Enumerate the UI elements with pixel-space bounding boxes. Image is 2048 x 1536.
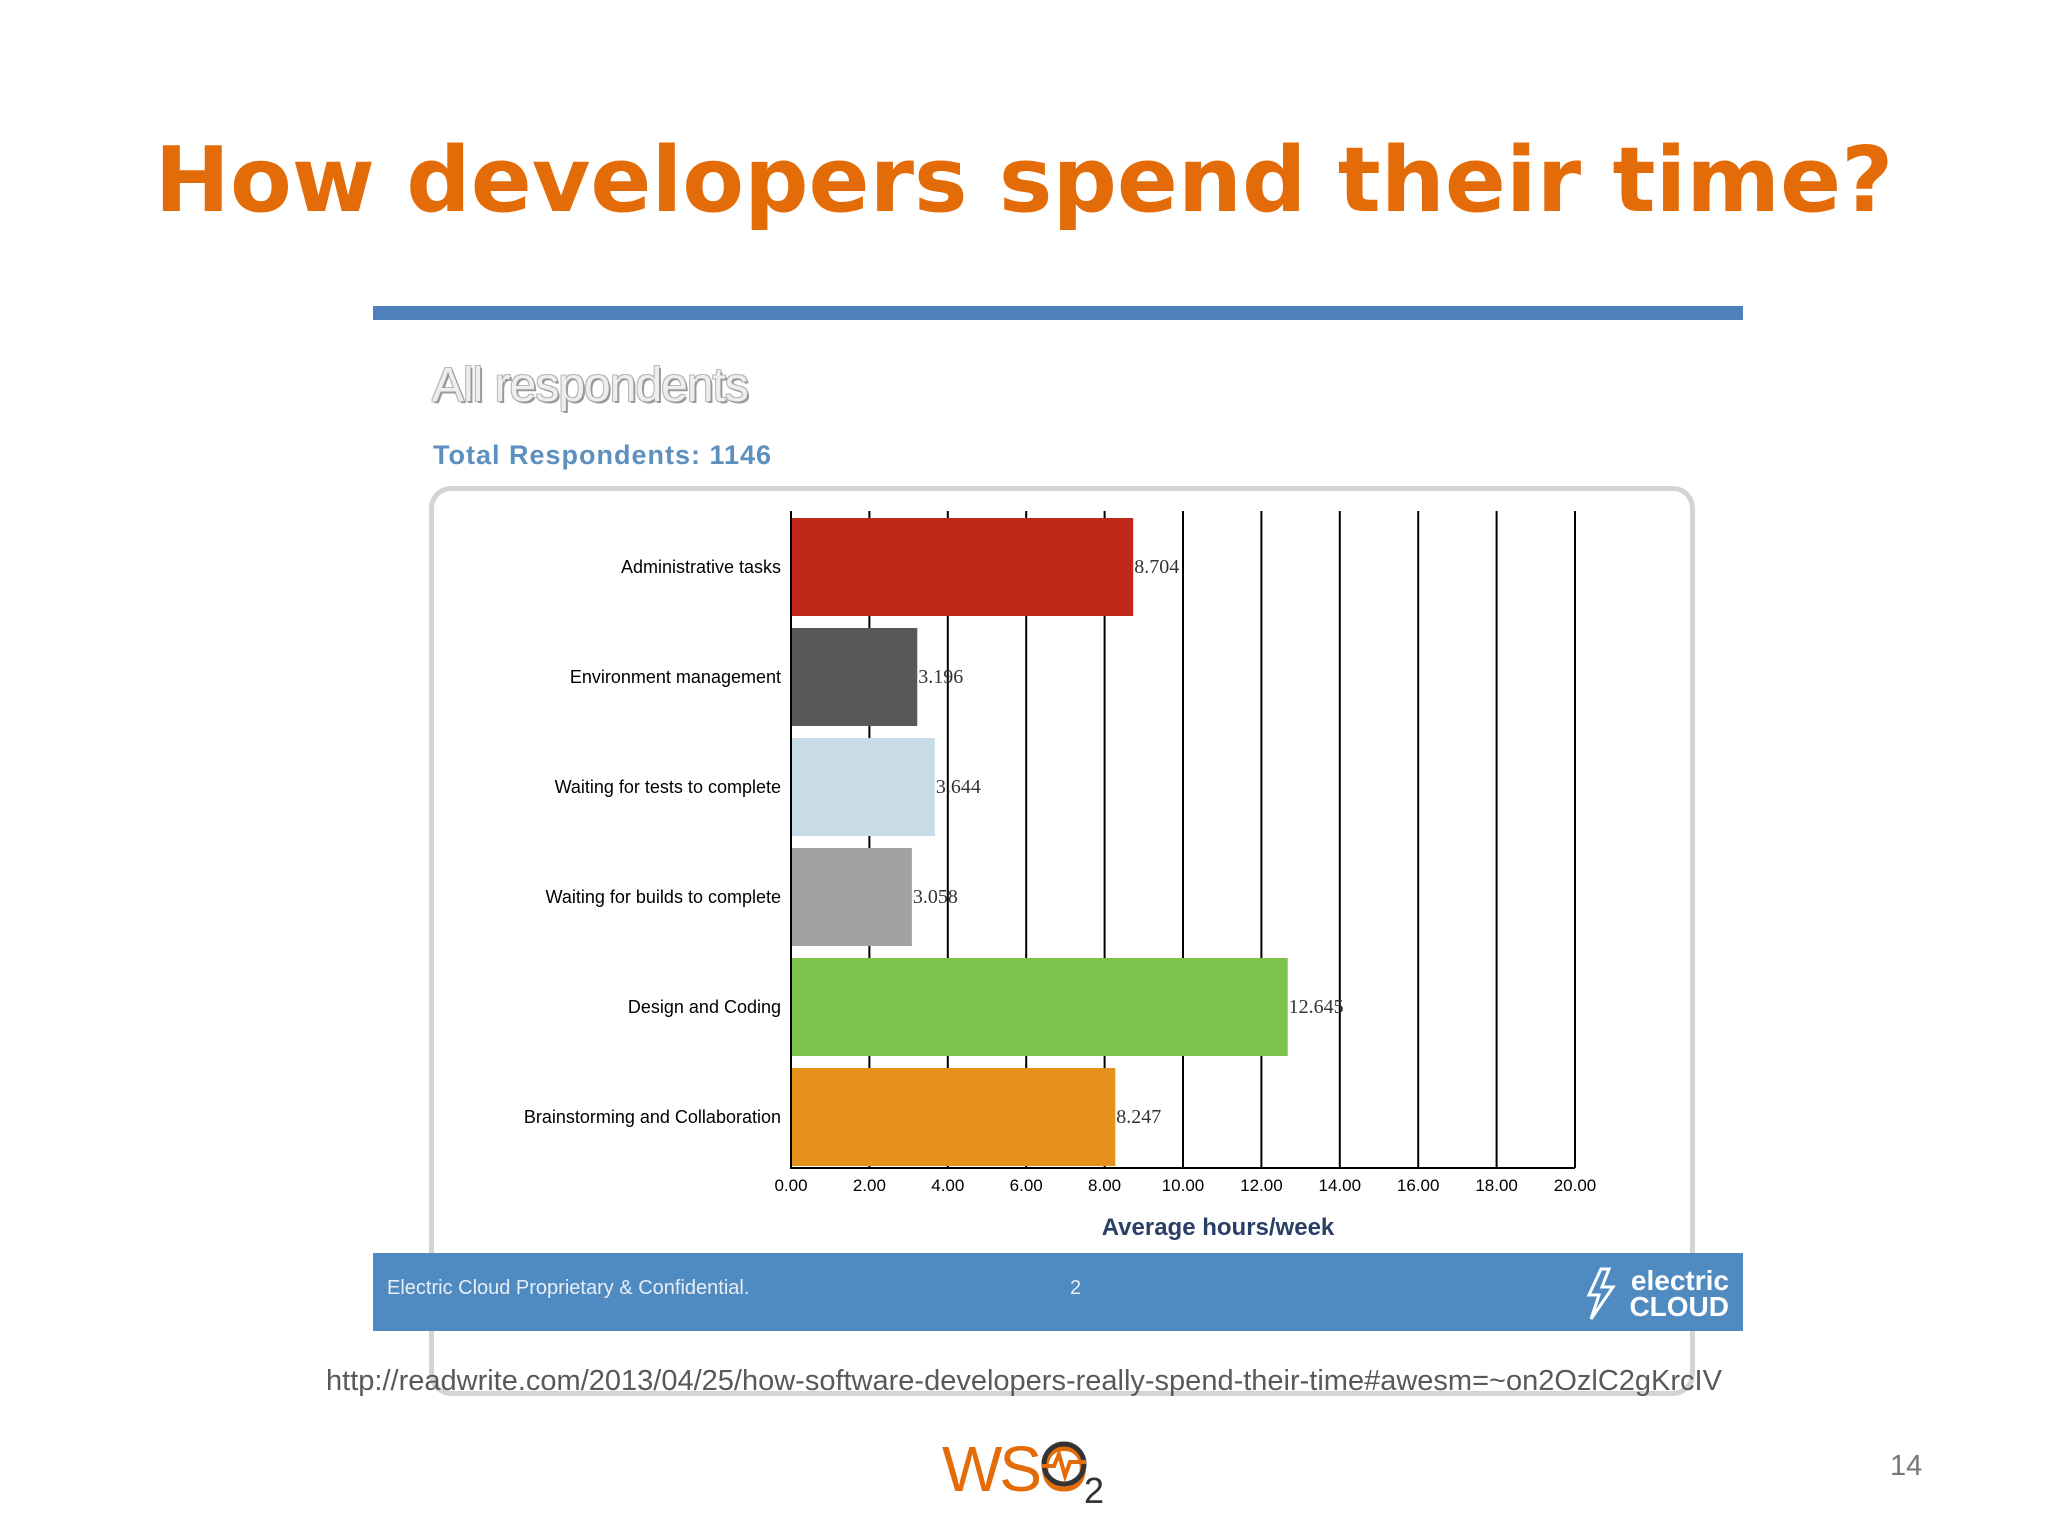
bar-chart: 0.00 2.00 4.00 6.00 8.00 10.00 12.00 14.00 16.00… bbox=[524, 511, 1597, 1241]
total-respondents: Total Respondents: 1146 bbox=[433, 440, 773, 470]
value-label: 3.644 bbox=[936, 776, 981, 798]
pulse-icon bbox=[1041, 1441, 1087, 1487]
panel-heading: All respondents bbox=[432, 359, 749, 412]
bar bbox=[792, 958, 1288, 1056]
logo-line-1: electric bbox=[1630, 1265, 1729, 1296]
x-tick-label: 0.00 bbox=[774, 1176, 807, 1195]
x-tick-label: 6.00 bbox=[1010, 1176, 1043, 1195]
chart-panel: All respondents Total Respondents: 1146 … bbox=[373, 306, 1743, 1396]
logo-subscript: 2 bbox=[1084, 1470, 1105, 1511]
chart-frame bbox=[429, 486, 1695, 1396]
electric-cloud-logo: electric CLOUD bbox=[1579, 1263, 1729, 1323]
slide-number: 14 bbox=[1890, 1450, 1923, 1482]
lightning-icon bbox=[1586, 1267, 1616, 1320]
value-label: 8.247 bbox=[1116, 1106, 1161, 1128]
value-label: 12.645 bbox=[1289, 996, 1344, 1018]
panel-footer: Electric Cloud Proprietary & Confidentia… bbox=[373, 1253, 1743, 1331]
x-tick-label: 16.00 bbox=[1397, 1176, 1440, 1195]
category-label: Environment management bbox=[570, 667, 781, 687]
x-tick-label: 10.00 bbox=[1162, 1176, 1205, 1195]
bar bbox=[792, 1068, 1116, 1166]
wso2-logo: WSO 2 bbox=[942, 1432, 1112, 1512]
x-tick-label: 14.00 bbox=[1319, 1176, 1362, 1195]
confidential-notice: Electric Cloud Proprietary & Confidentia… bbox=[387, 1277, 750, 1299]
value-label: 3.058 bbox=[913, 886, 958, 908]
x-tick-label: 8.00 bbox=[1088, 1176, 1121, 1195]
category-label: Administrative tasks bbox=[621, 557, 781, 577]
category-label: Brainstorming and Collaboration bbox=[524, 1107, 781, 1127]
x-tick-label: 2.00 bbox=[853, 1176, 886, 1195]
slide-title: How developers spend their time? bbox=[154, 128, 1894, 233]
x-tick-label: 18.00 bbox=[1475, 1176, 1518, 1195]
category-label: Waiting for tests to complete bbox=[555, 777, 781, 797]
category-label: Waiting for builds to complete bbox=[546, 887, 781, 907]
bar bbox=[792, 738, 935, 836]
x-axis-title: Average hours/week bbox=[1102, 1214, 1335, 1241]
x-tick-label: 4.00 bbox=[931, 1176, 964, 1195]
bar bbox=[792, 628, 918, 726]
panel-top-bar bbox=[373, 306, 1743, 320]
value-label: 8.704 bbox=[1134, 556, 1179, 578]
bar bbox=[792, 518, 1134, 616]
logo-line-2: CLOUD bbox=[1629, 1291, 1729, 1322]
x-tick-label: 20.00 bbox=[1554, 1176, 1597, 1195]
panel-page-number: 2 bbox=[1070, 1277, 1082, 1299]
x-tick-label: 12.00 bbox=[1240, 1176, 1283, 1195]
bar bbox=[792, 848, 912, 946]
source-url[interactable]: http://readwrite.com/2013/04/25/how-soft… bbox=[326, 1365, 1722, 1397]
category-label: Design and Coding bbox=[628, 997, 781, 1017]
value-label: 3.196 bbox=[918, 666, 963, 688]
